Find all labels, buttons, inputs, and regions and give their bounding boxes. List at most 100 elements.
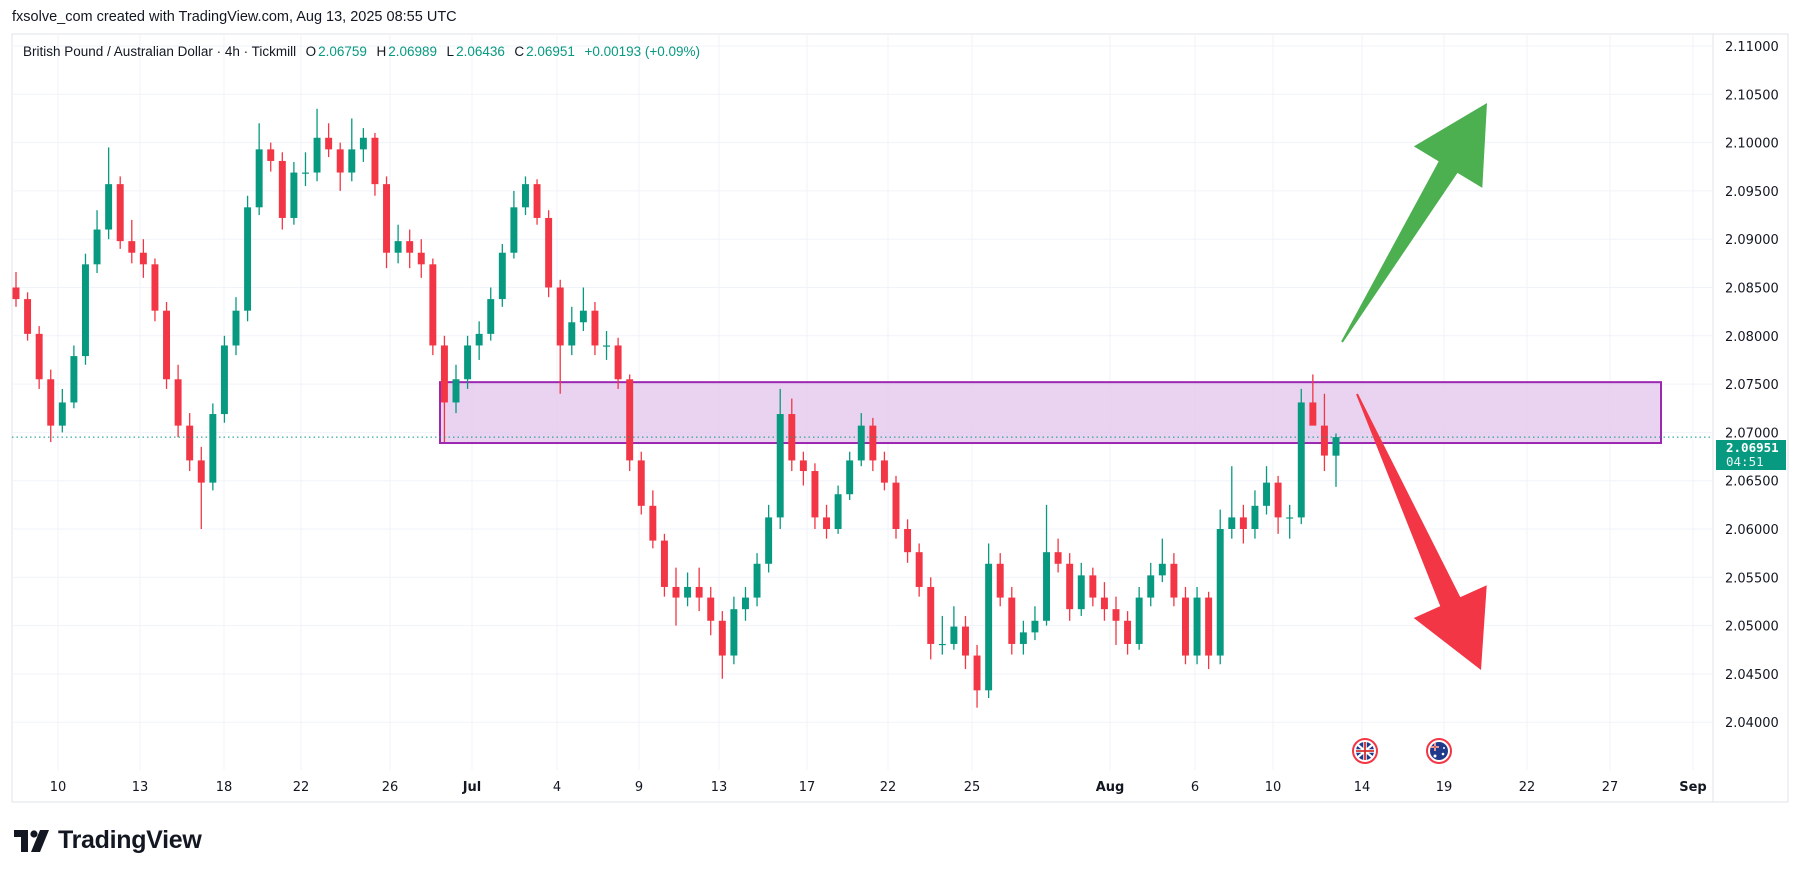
price-tick-label: 2.10000 [1725,137,1779,152]
candle-body [1054,552,1062,564]
chart-legend: British Pound / Australian Dollar · 4h ·… [23,44,702,59]
price-tick-label: 2.04500 [1725,668,1779,683]
candle-body [996,563,1004,598]
candle-body [834,494,842,529]
candle [1054,538,1062,573]
price-tick-label: 2.05000 [1725,620,1779,635]
candle-body [753,563,761,598]
price-tick-label: 2.08000 [1725,330,1779,345]
time-tick-label: 4 [553,780,561,795]
price-tick-label: 2.09500 [1725,185,1779,200]
candle-body [278,160,286,218]
candle [522,176,529,216]
chart-frame [11,33,1789,803]
candle [672,567,680,626]
candle-body [406,241,414,253]
candle [290,161,298,225]
candle-body [1008,597,1016,644]
candle-body [93,229,101,265]
tradingview-logo[interactable]: TradingView [14,826,202,855]
candle-body [730,609,738,656]
candle [950,606,958,650]
candle-body [915,552,923,587]
candle [255,123,263,216]
candle-body [394,241,402,253]
candle-body [1077,575,1085,610]
candle-body [70,356,78,403]
candle-body [336,149,344,173]
candle [348,118,356,182]
time-tick-label: 25 [964,780,981,795]
candle [371,132,379,196]
event-flag-aud[interactable] [1426,738,1452,764]
price-tick-label: 2.06500 [1725,475,1779,490]
candle-body [290,172,298,218]
candle-body [1297,402,1305,518]
time-tick-label: 27 [1602,780,1619,795]
candle [1124,611,1132,655]
candle [163,301,170,389]
candle [70,345,78,409]
candle [151,258,159,322]
resistance-zone[interactable] [439,381,1662,445]
price-tick-label: 2.06000 [1725,523,1779,538]
candle [1228,466,1236,539]
candle [707,586,715,636]
candle-body [47,379,55,426]
candle-body [672,586,680,598]
candle-body [475,333,483,346]
candle-body [348,149,356,173]
time-axis[interactable]: 10 13 18 22 26 Jul 4 9 13 17 22 25 Aug 6 10 14 19 22 27 Sep [50,780,1707,795]
close-label: C [514,44,525,59]
candle-body [857,425,865,461]
candle [1193,586,1201,665]
candle-body [1135,597,1143,644]
candle-body [938,643,946,646]
candle-body [1124,620,1132,644]
candle [359,128,367,162]
candle [695,567,703,612]
time-tick-label: 18 [216,780,233,795]
candle [660,533,668,597]
candle [1019,620,1027,655]
time-tick-label: 22 [1519,780,1536,795]
candle [174,364,182,438]
candle-body [383,184,390,253]
candle-body [1182,597,1189,656]
candle-body [128,241,136,253]
price-tick-label: 2.07000 [1725,426,1779,441]
time-tick-label: 13 [711,780,728,795]
candle-body [452,379,460,403]
candle [603,330,610,360]
candle-body [846,460,854,495]
high-value: 2.06989 [388,44,438,59]
event-flag-gbp[interactable] [1352,738,1378,764]
candle [962,615,969,670]
open-value: 2.06759 [318,44,367,59]
candles [12,108,1340,708]
candle-body [1205,597,1213,656]
candle [394,224,402,264]
candle [1089,567,1097,607]
bullish-arrow[interactable] [1341,103,1487,343]
price-axis[interactable]: 2.11000 2.10500 2.10000 2.09500 2.09000 2.085… [1725,40,1779,731]
candle [1274,475,1282,534]
candle [510,190,518,259]
candle [186,413,194,472]
candle-body [1251,505,1259,529]
zone-rectangle[interactable] [439,381,1662,445]
candle-body [255,149,263,208]
candle-body [962,626,969,656]
candle-body [371,137,379,185]
bearish-arrow[interactable] [1356,393,1487,670]
candle-body [244,207,252,311]
candle-body [186,425,194,461]
low-value: 2.06436 [456,44,505,59]
candle [753,553,761,607]
candle [1182,586,1189,665]
candle [47,369,55,443]
candle-body [892,482,900,529]
candle [684,572,692,607]
candle-body [718,620,726,656]
